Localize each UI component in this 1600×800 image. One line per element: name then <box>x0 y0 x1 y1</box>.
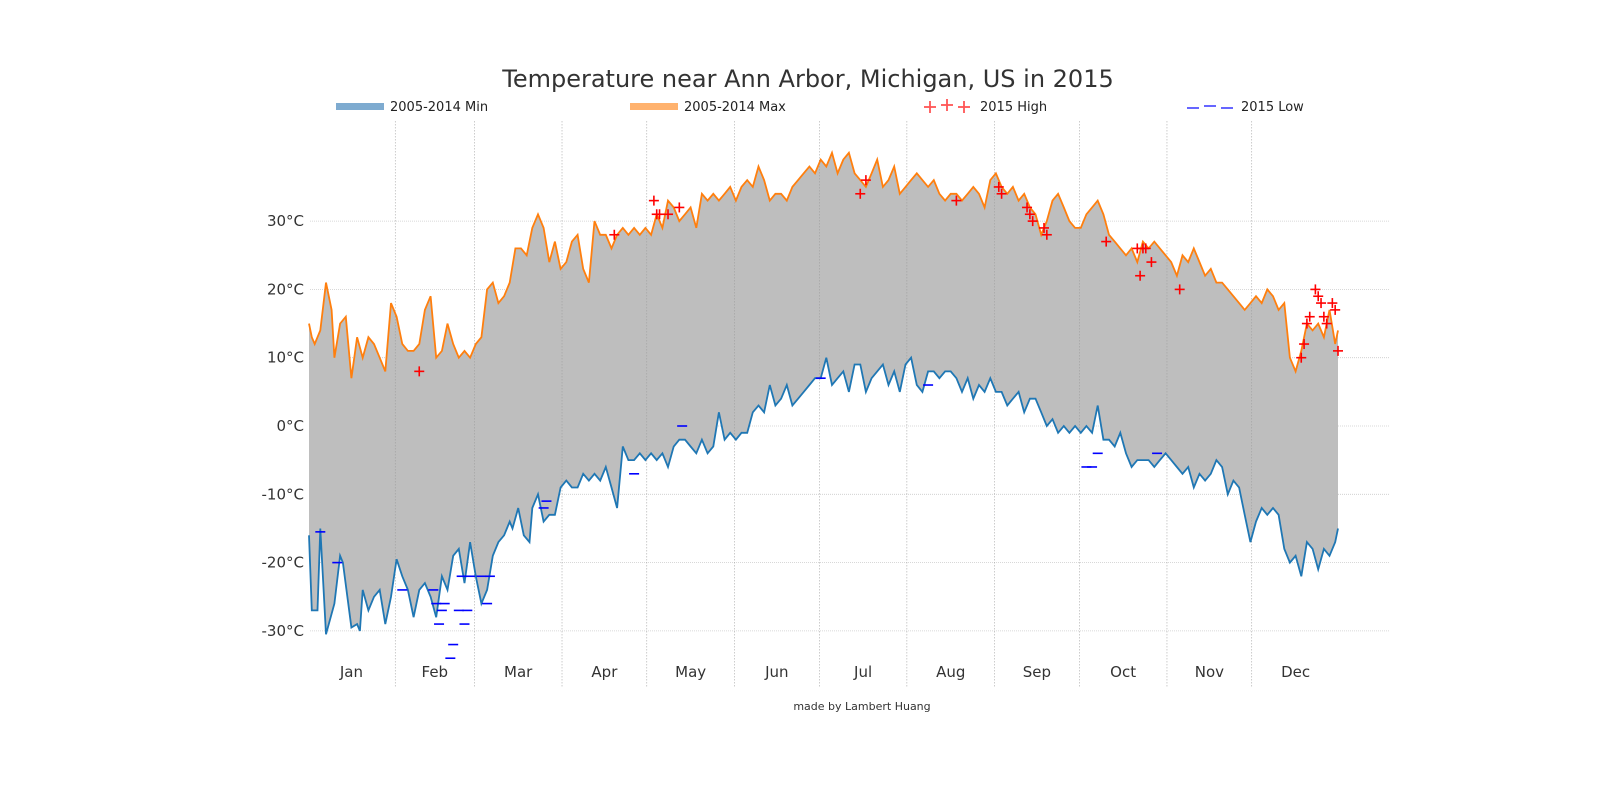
x-tick-label: May <box>675 663 706 681</box>
x-tick-label: Jun <box>764 663 788 681</box>
legend-marker-high <box>924 99 970 113</box>
x-tick-label: Apr <box>591 663 618 681</box>
credit-text: made by Lambert Huang <box>793 700 930 713</box>
legend-label-min: 2005-2014 Min <box>390 100 488 115</box>
x-tick-label: Aug <box>936 663 965 681</box>
high-2015-marker <box>1318 311 1329 322</box>
legend-label-max: 2005-2014 Max <box>684 100 786 115</box>
x-axis: Jan Feb Mar Apr May Jun Jul Aug Sep Oct Nov Dec <box>339 663 1310 681</box>
high-2015-marker <box>993 181 1004 192</box>
y-tick-label: 10°C <box>267 349 304 367</box>
high-2015-marker <box>1301 318 1312 329</box>
y-tick-label: 0°C <box>276 417 304 435</box>
x-tick-label: Nov <box>1195 663 1224 681</box>
legend-item-max: 2005-2014 Max <box>630 100 786 115</box>
high-2015-marker <box>1135 270 1146 281</box>
high-2015-marker <box>648 195 659 206</box>
y-tick-label: -10°C <box>262 485 304 503</box>
high-2015-marker <box>663 209 674 220</box>
high-2015-marker <box>1174 284 1185 295</box>
y-axis: -30°C -20°C -10°C 0°C 10°C 20°C 30°C <box>262 212 304 640</box>
high-2015-marker <box>1022 202 1033 213</box>
y-tick-label: 30°C <box>267 212 304 230</box>
x-tick-label: Dec <box>1281 663 1310 681</box>
high-2015-marker <box>1310 284 1321 295</box>
high-2015-marker <box>654 209 665 220</box>
high-2015-marker <box>1304 311 1315 322</box>
high-2015-marker <box>414 366 425 377</box>
chart-title: Temperature near Ann Arbor, Michigan, US… <box>501 65 1114 93</box>
y-tick-label: 20°C <box>267 280 304 298</box>
high-2015-marker <box>1024 209 1035 220</box>
legend-item-low: 2015 Low <box>1187 100 1304 115</box>
high-2015-marker <box>1316 298 1327 309</box>
high-2015-marker <box>1299 339 1310 350</box>
max-temperature-line <box>308 150 1339 379</box>
high-2015-marker <box>1296 352 1307 363</box>
legend-label-high: 2015 High <box>980 100 1047 115</box>
x-tick-label: Jan <box>339 663 363 681</box>
x-tick-label: Sep <box>1023 663 1051 681</box>
fill-between-area <box>309 152 1338 635</box>
y-tick-label: -20°C <box>262 554 304 572</box>
high-2015-marker <box>1146 257 1157 268</box>
x-tick-label: Jul <box>853 663 872 681</box>
high-2015-marker <box>1041 229 1052 240</box>
legend-swatch-max <box>630 103 678 110</box>
legend-marker-low <box>1187 105 1233 109</box>
high-2015-marker <box>1140 243 1151 254</box>
high-2015-marker <box>674 202 685 213</box>
high-2015-marker <box>860 175 871 186</box>
high-2015-marker <box>1101 236 1112 247</box>
high-2015-marker <box>996 188 1007 199</box>
legend-item-min: 2005-2014 Min <box>336 100 488 115</box>
high-2015-marker <box>1027 216 1038 227</box>
high-2015-marker <box>951 195 962 206</box>
high-2015-markers <box>414 175 1343 377</box>
high-2015-marker <box>1321 318 1332 329</box>
high-2015-marker <box>1327 298 1338 309</box>
legend-item-high: 2015 High <box>924 99 1047 115</box>
legend-label-low: 2015 Low <box>1241 100 1304 115</box>
low-2015-markers <box>315 377 1163 660</box>
month-gridlines <box>394 121 1253 688</box>
legend: 2005-2014 Min 2005-2014 Max 2015 High 20… <box>336 99 1304 115</box>
y-tick-label: -30°C <box>262 622 304 640</box>
legend-swatch-min <box>336 103 384 110</box>
high-2015-marker <box>1333 345 1343 356</box>
high-2015-marker <box>1313 291 1324 302</box>
x-tick-label: Oct <box>1110 663 1136 681</box>
high-2015-marker <box>1330 304 1341 315</box>
x-tick-label: Mar <box>504 663 533 681</box>
high-2015-marker <box>855 188 866 199</box>
high-2015-marker <box>1039 222 1049 233</box>
x-tick-label: Feb <box>422 663 449 681</box>
high-2015-marker <box>609 229 620 240</box>
